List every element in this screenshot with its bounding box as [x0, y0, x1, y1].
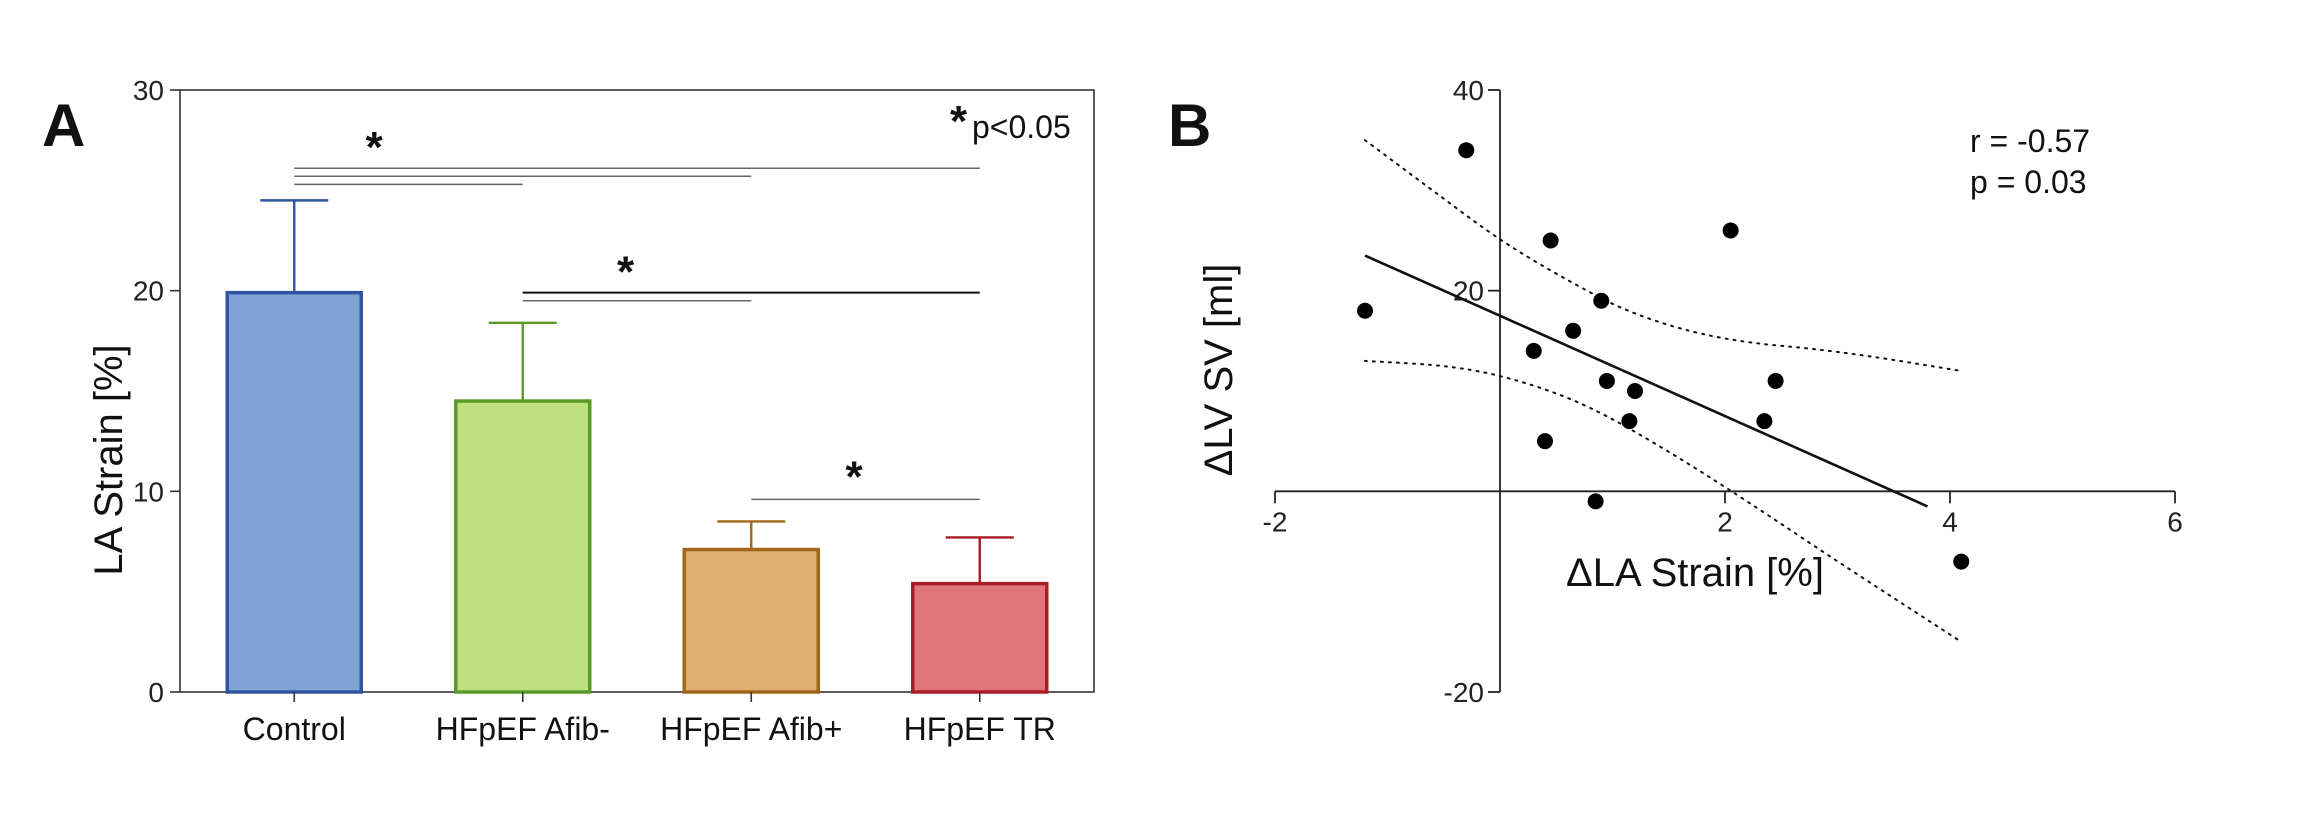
significance-star: *	[846, 452, 864, 501]
data-point	[1722, 222, 1739, 239]
y-tick-label: -20	[1444, 677, 1484, 708]
data-point	[1593, 292, 1610, 309]
data-point	[1458, 142, 1475, 159]
panel-a-category-labels: Control HFpEF Afib- HFpEF Afib+ HFpEF TR	[243, 711, 1056, 747]
data-point	[1756, 413, 1773, 430]
data-point	[1537, 433, 1553, 450]
category-label: HFpEF Afib+	[660, 711, 842, 747]
significance-star: *	[366, 123, 384, 172]
y-tick-label: 0	[148, 677, 164, 708]
panel-a-legend-star: *	[950, 97, 968, 146]
panel-b-p-annotation: p = 0.03	[1970, 164, 2087, 200]
category-label: HFpEF TR	[904, 711, 1056, 747]
y-tick-label: 20	[133, 276, 164, 307]
data-point	[1598, 372, 1615, 389]
bar-1	[454, 399, 592, 694]
bar-3	[911, 581, 1049, 694]
category-label: Control	[243, 711, 346, 747]
significance-star: *	[617, 248, 635, 297]
data-point	[1565, 322, 1582, 339]
panel-b-r-annotation: r = -0.57	[1970, 123, 2090, 159]
data-point	[1627, 383, 1643, 399]
panel-a-y-axis-title: LA Strain [%]	[87, 344, 131, 575]
x-tick-label: -2	[1263, 506, 1288, 537]
y-tick-label: 40	[1453, 75, 1484, 106]
bar-0	[225, 290, 363, 694]
data-point	[1953, 553, 1970, 570]
data-point	[1525, 342, 1542, 359]
category-label: HFpEF Afib-	[436, 711, 610, 747]
data-point	[1587, 493, 1604, 510]
panel-a-plot-frame	[179, 89, 1095, 693]
panel-a-significance: * * *	[294, 123, 980, 501]
panel-b-points	[1357, 142, 1970, 570]
panel-a-letter: A	[42, 92, 85, 159]
panel-a-legend-text: p<0.05	[972, 109, 1071, 145]
bar-2	[682, 547, 820, 694]
panel-b-regression	[1364, 254, 1929, 508]
ci-lower-curve	[1364, 359, 1963, 643]
x-tick-label: 6	[2167, 506, 2183, 537]
x-tick-label: 4	[1942, 506, 1958, 537]
regression-line	[1364, 254, 1929, 508]
data-point	[1621, 413, 1638, 430]
data-point	[1767, 372, 1784, 389]
data-point	[1542, 232, 1559, 249]
x-tick-label: 2	[1717, 506, 1733, 537]
panel-b-letter: B	[1168, 92, 1211, 159]
panel-b-x-axis-title: ΔLA Strain [%]	[1566, 551, 1824, 595]
panel-b-confidence-bands	[1364, 139, 1963, 643]
panel-a-bar-chart: A LA Strain [%] * p<0.05 * * * 0 10 20 30 Con…	[42, 75, 1095, 747]
y-tick-label: 10	[133, 476, 164, 507]
data-point	[1357, 302, 1373, 319]
panel-a-bars	[225, 199, 1049, 702]
panel-b-y-axis-title: ΔLV SV [ml]	[1197, 264, 1241, 477]
ci-upper-curve	[1364, 139, 1963, 372]
y-tick-label: 30	[133, 75, 164, 106]
panel-b-scatter-chart: B ΔLV SV [ml] ΔLA Strain [%] r = -0.57 p…	[1168, 75, 2183, 708]
panel-a-plot-border	[179, 89, 1095, 693]
panel-a-y-ticks: 0 10 20 30	[133, 75, 180, 708]
